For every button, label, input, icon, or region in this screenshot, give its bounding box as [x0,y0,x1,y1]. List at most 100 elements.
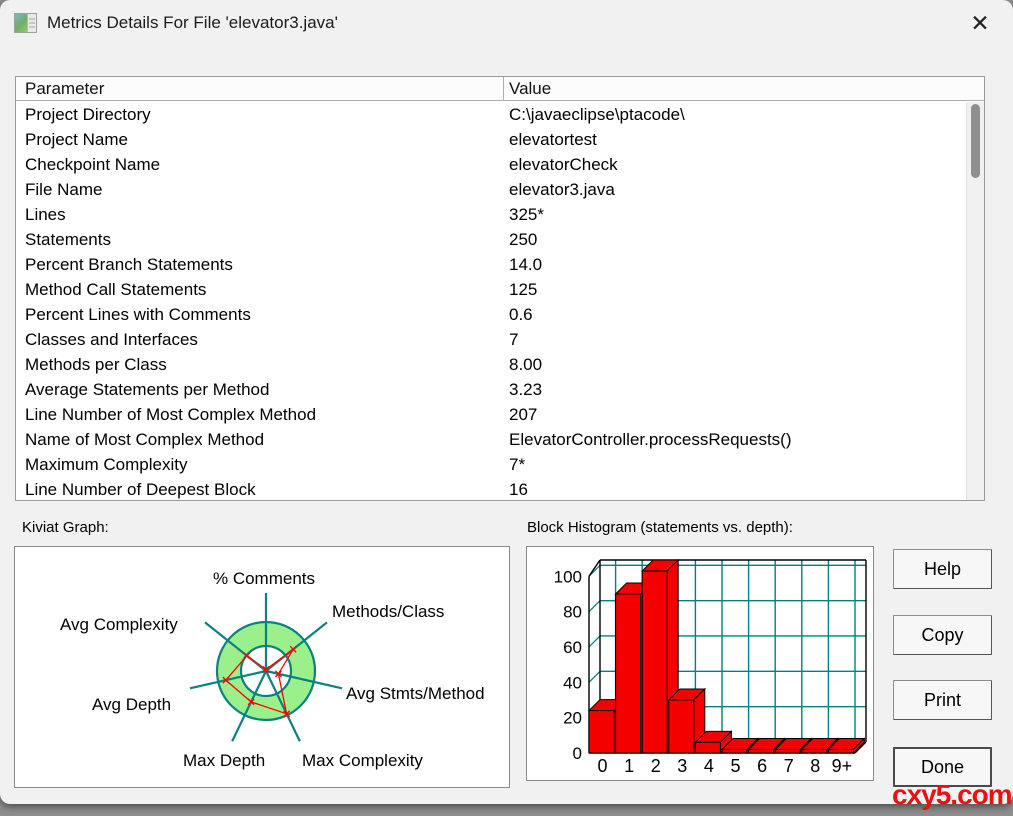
table-row[interactable]: Line Number of Most Complex Method 207 [16,402,966,427]
svg-text:% Comments: % Comments [213,569,315,588]
svg-text:Methods/Class: Methods/Class [332,602,444,621]
column-header-value[interactable]: Value [509,79,552,98]
value-cell: 325* [509,204,544,224]
value-cell: 16 [509,479,528,499]
value-cell: 3.23 [509,379,543,399]
table-row[interactable]: Line Number of Deepest Block 16 [16,477,966,500]
svg-text:6: 6 [757,756,767,776]
scrollbar-thumb[interactable] [971,104,980,178]
table-row[interactable]: Statements 250 [16,227,966,252]
kiviat-panel: % Comments Methods/Class Avg Stmts/Method M… [14,546,510,788]
svg-text:Avg Complexity: Avg Complexity [60,615,178,634]
value-cell: elevator3.java [509,179,615,199]
column-header-parameter[interactable]: Parameter [16,77,504,100]
table-row[interactable]: Project Directory C:\javaeclipse\ptacode\ [16,102,966,127]
svg-text:4: 4 [704,756,714,776]
table-row[interactable]: Maximum Complexity 7* [16,452,966,477]
scrollbar-track[interactable] [966,102,984,500]
table-row[interactable]: Methods per Class 8.00 [16,352,966,377]
svg-text:5: 5 [730,756,740,776]
radar-axis-labels: % Comments Methods/Class Avg Stmts/Method M… [60,569,485,770]
watermark: cxy5.com [892,779,1013,810]
svg-text:9+: 9+ [832,756,853,776]
svg-text:Max Depth: Max Depth [183,751,265,770]
table-row[interactable]: Method Call Statements 125 [16,277,966,302]
parameter-cell: Percent Lines with Comments [25,304,251,324]
table-body: Project Directory C:\javaeclipse\ptacode\… [16,102,966,500]
svg-text:8: 8 [810,756,820,776]
table-row[interactable]: Lines 325* [16,202,966,227]
svg-text:1: 1 [624,756,634,776]
svg-text:3: 3 [677,756,687,776]
value-cell: C:\javaeclipse\ptacode\ [509,104,685,124]
done-button[interactable]: Done [893,747,992,787]
parameter-cell: Percent Branch Statements [25,254,233,274]
value-cell: 207 [509,404,538,424]
window-title: Metrics Details For File 'elevator3.java… [47,13,338,32]
table-row[interactable]: Percent Branch Statements 14.0 [16,252,966,277]
svg-text:0: 0 [573,744,582,763]
help-button[interactable]: Help [893,549,992,589]
svg-text:7: 7 [784,756,794,776]
app-icon [14,13,37,33]
kiviat-chart: % Comments Methods/Class Avg Stmts/Method M… [60,569,485,770]
radar-polygon [222,645,297,718]
value-cell: 125 [509,279,538,299]
parameter-cell: Maximum Complexity [25,454,188,474]
parameter-cell: File Name [25,179,103,199]
histogram-section-label: Block Histogram (statements vs. depth): [527,519,793,536]
table-row[interactable]: Checkpoint Name elevatorCheck [16,152,966,177]
title-bar: Metrics Details For File 'elevator3.java… [0,0,1013,47]
histogram-tick-labels: 0 20 40 60 80 100 [554,567,582,763]
value-cell: 250 [509,229,538,249]
value-cell: ElevatorController.processRequests() [509,429,792,449]
svg-text:Avg Stmts/Method: Avg Stmts/Method [346,684,485,703]
copy-button[interactable]: Copy [893,615,992,655]
parameter-cell: Average Statements per Method [25,379,270,399]
table-row[interactable]: Project Name elevatortest [16,127,966,152]
parameter-cell: Method Call Statements [25,279,207,299]
svg-text:40: 40 [563,673,582,692]
svg-text:Avg Depth: Avg Depth [92,695,171,714]
table-row[interactable]: Percent Lines with Comments 0.6 [16,302,966,327]
histogram-panel: 0 20 40 60 80 100 0 1 2 3 4 5 6 7 8 9+ [526,546,874,781]
svg-text:60: 60 [563,638,582,657]
parameter-cell: Lines [25,204,66,224]
table-header: Parameter Value [16,77,984,101]
svg-text:2: 2 [651,756,661,776]
parameter-cell: Line Number of Deepest Block [25,479,256,499]
value-cell: 8.00 [509,354,543,374]
table-row[interactable]: Average Statements per Method 3.23 [16,377,966,402]
radar-axes [189,593,343,742]
svg-text:80: 80 [563,603,582,622]
value-cell: elevatortest [509,129,597,149]
print-button[interactable]: Print [893,680,992,720]
value-cell: 0.6 [509,304,533,324]
histogram-category-labels: 0 1 2 3 4 5 6 7 8 9+ [597,756,852,776]
value-cell: elevatorCheck [509,154,618,174]
svg-text:0: 0 [597,756,607,776]
svg-text:100: 100 [554,567,582,586]
table-row[interactable]: Classes and Interfaces 7 [16,327,966,352]
table-row[interactable]: File Name elevator3.java [16,177,966,202]
svg-text:Max Complexity: Max Complexity [302,751,423,770]
parameter-cell: Project Directory [25,104,151,124]
close-icon[interactable]: ✕ [970,10,990,36]
parameter-cell: Line Number of Most Complex Method [25,404,317,424]
parameter-cell: Name of Most Complex Method [25,429,265,449]
parameter-cell: Methods per Class [25,354,167,374]
table-row[interactable]: Name of Most Complex Method ElevatorContr… [16,427,966,452]
kiviat-section-label: Kiviat Graph: [22,519,109,536]
svg-text:20: 20 [563,709,582,728]
value-cell: 7 [509,329,519,349]
parameter-cell: Statements [25,229,111,249]
value-cell: 14.0 [509,254,543,274]
parameter-cell: Project Name [25,129,128,149]
histogram-bars [587,558,866,755]
value-cell: 7* [509,454,526,474]
parameter-cell: Checkpoint Name [25,154,161,174]
parameter-cell: Classes and Interfaces [25,329,198,349]
metrics-table: Parameter Value Project Directory C:\java… [15,76,985,501]
